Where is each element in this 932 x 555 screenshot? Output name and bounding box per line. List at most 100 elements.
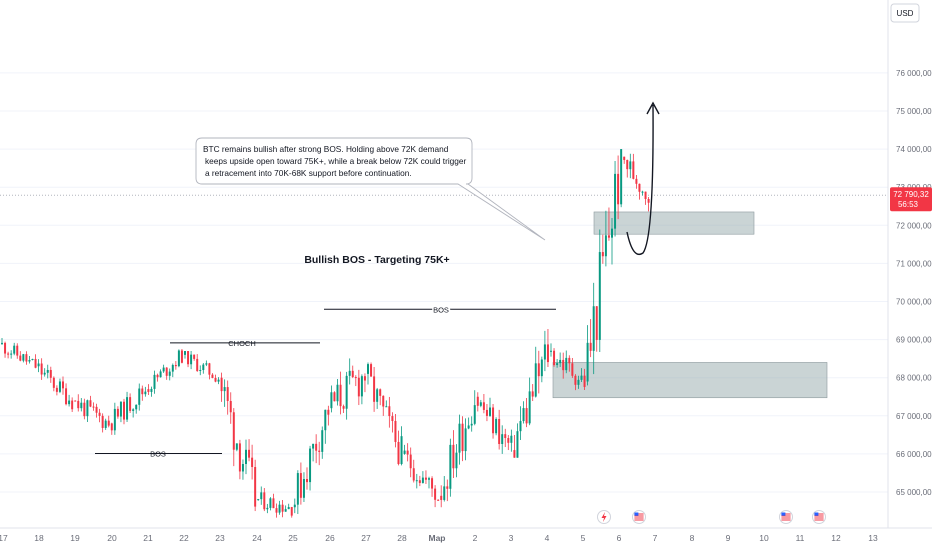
annotation-line: keeps upside open toward 75K+, while a b… [205, 156, 467, 166]
candle-body [418, 480, 421, 483]
candle-body [342, 406, 345, 409]
candle-body [498, 418, 501, 445]
candle-body [65, 388, 68, 405]
candle-body [324, 409, 327, 431]
candle-body [162, 367, 165, 372]
candle-body [635, 178, 638, 184]
candle-body [583, 375, 586, 387]
candle-body [611, 228, 613, 238]
candle-body [55, 387, 58, 392]
x-tick-label: 17 [0, 533, 8, 543]
candle-body [577, 379, 580, 385]
currency-label: USD [897, 9, 914, 18]
candle-body [290, 507, 293, 516]
candle-body [403, 450, 406, 454]
x-tick-label: 2 [473, 533, 478, 543]
candle-body [40, 363, 43, 375]
x-tick-label: 28 [397, 533, 407, 543]
candle-body [312, 443, 315, 449]
candle-body [235, 443, 238, 450]
candle-body [278, 504, 281, 513]
price-tag-value: 72 790,32 [893, 190, 929, 199]
zones [552, 211, 828, 399]
flag-stripe [781, 519, 791, 521]
candle-body [68, 400, 71, 405]
grid [0, 72, 888, 493]
candle-body [644, 191, 647, 200]
x-tick-label: 21 [143, 533, 153, 543]
y-tick-label: 68 000,00 [896, 374, 932, 383]
candle-body [473, 405, 476, 424]
candle-body [546, 344, 549, 363]
flag-stripe [634, 515, 644, 517]
candle-body [485, 409, 488, 416]
price-axis[interactable]: 65 000,00 66 000,00 67 000,00 68 000,00 69 0… [887, 0, 932, 528]
candle-body [592, 306, 595, 351]
callout-bubble [195, 137, 546, 241]
x-tick-label: 13 [868, 533, 878, 543]
candle-body [531, 391, 534, 397]
event-markers[interactable] [597, 510, 826, 524]
flag-canton [634, 512, 639, 516]
candle-body [589, 342, 592, 351]
candle-body [492, 407, 495, 434]
candle-body [52, 377, 55, 388]
candle-body [388, 406, 391, 417]
candle-body [220, 377, 223, 392]
candle-body [556, 363, 559, 366]
us-flag-icon [779, 510, 793, 524]
annotation-line: a retracement into 70K-68K support befor… [205, 168, 412, 178]
candle-body [46, 369, 49, 373]
candle-body [601, 252, 604, 257]
candle-body [257, 499, 260, 501]
flag-stripe [781, 515, 791, 517]
x-tick-label: 18 [34, 533, 44, 543]
candle-body [269, 498, 272, 508]
x-tick-label: 7 [653, 533, 658, 543]
y-tick-label: 76 000,00 [896, 69, 932, 78]
candle-body [501, 434, 504, 445]
flag-stripe [814, 517, 824, 519]
projection-arrow [626, 101, 660, 256]
flag-stripe [814, 519, 824, 521]
candle-body [92, 406, 95, 408]
candle-body [571, 363, 574, 376]
candle-body [13, 345, 16, 354]
candle-body [336, 384, 339, 402]
annotation-callout[interactable]: BTC remains bullish after strong BOS. Ho… [195, 137, 546, 241]
candle-body [293, 504, 296, 508]
currency-button[interactable]: USD [890, 3, 920, 23]
candle-body [421, 477, 424, 483]
candle-body [31, 358, 34, 360]
candle-body [376, 389, 379, 402]
time-axis[interactable]: 17 18 19 20 21 22 23 24 25 26 27 28 Map 2 3 4 5 6 7 8 9 10 11 1… [0, 527, 932, 543]
candle-body [58, 381, 61, 392]
candle-body [272, 498, 275, 509]
candle-body [476, 396, 479, 406]
candle-body [565, 357, 568, 371]
candle-body [116, 408, 119, 417]
candle-body [559, 359, 562, 364]
candle-body [306, 478, 308, 483]
x-tick-label: 5 [581, 533, 586, 543]
candle-body [327, 409, 330, 415]
candle-body [391, 416, 394, 421]
flag-stripe [634, 519, 644, 521]
candle-body [129, 397, 132, 411]
y-tick-label: 70 000,00 [896, 298, 932, 307]
candle-body [107, 420, 110, 426]
lightning-icon [597, 510, 611, 524]
chart-headline: Bullish BOS - Targeting 75K+ [304, 254, 449, 266]
flag-stripe [634, 513, 644, 515]
candle-body [461, 423, 464, 452]
candle-body [409, 454, 412, 469]
y-tick-label: 69 000,00 [896, 336, 932, 345]
candle-body [638, 183, 641, 192]
candle-body [629, 161, 632, 170]
candle-body [22, 354, 25, 361]
candle-body [302, 478, 305, 498]
candle-body [287, 507, 290, 510]
candle-body [153, 374, 156, 389]
